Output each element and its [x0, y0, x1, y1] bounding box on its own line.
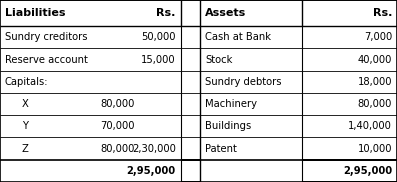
Text: Assets: Assets: [205, 8, 247, 18]
Text: Capitals:: Capitals:: [5, 77, 48, 87]
Text: Rs.: Rs.: [373, 8, 392, 18]
Text: X: X: [22, 99, 29, 109]
Text: 15,000: 15,000: [141, 55, 176, 65]
Text: Rs.: Rs.: [156, 8, 176, 18]
Text: 80,000: 80,000: [100, 144, 135, 154]
Text: 7,000: 7,000: [364, 32, 392, 42]
Text: 40,000: 40,000: [358, 55, 392, 65]
Text: 80,000: 80,000: [100, 99, 135, 109]
Text: 50,000: 50,000: [141, 32, 176, 42]
Text: Machinery: Machinery: [205, 99, 257, 109]
Text: 1,40,000: 1,40,000: [348, 121, 392, 131]
Text: Stock: Stock: [205, 55, 233, 65]
Text: Z: Z: [22, 144, 29, 154]
Text: Patent: Patent: [205, 144, 237, 154]
Text: Buildings: Buildings: [205, 121, 251, 131]
Text: Sundry debtors: Sundry debtors: [205, 77, 282, 87]
Text: 70,000: 70,000: [100, 121, 135, 131]
Text: Sundry creditors: Sundry creditors: [5, 32, 87, 42]
Text: Reserve account: Reserve account: [5, 55, 88, 65]
Text: 2,95,000: 2,95,000: [343, 166, 392, 176]
Text: Liabilities: Liabilities: [5, 8, 65, 18]
Text: 80,000: 80,000: [358, 99, 392, 109]
Text: 18,000: 18,000: [358, 77, 392, 87]
Text: 10,000: 10,000: [358, 144, 392, 154]
Text: Y: Y: [22, 121, 28, 131]
Text: 2,95,000: 2,95,000: [127, 166, 176, 176]
Text: Cash at Bank: Cash at Bank: [205, 32, 271, 42]
Text: 2,30,000: 2,30,000: [132, 144, 176, 154]
